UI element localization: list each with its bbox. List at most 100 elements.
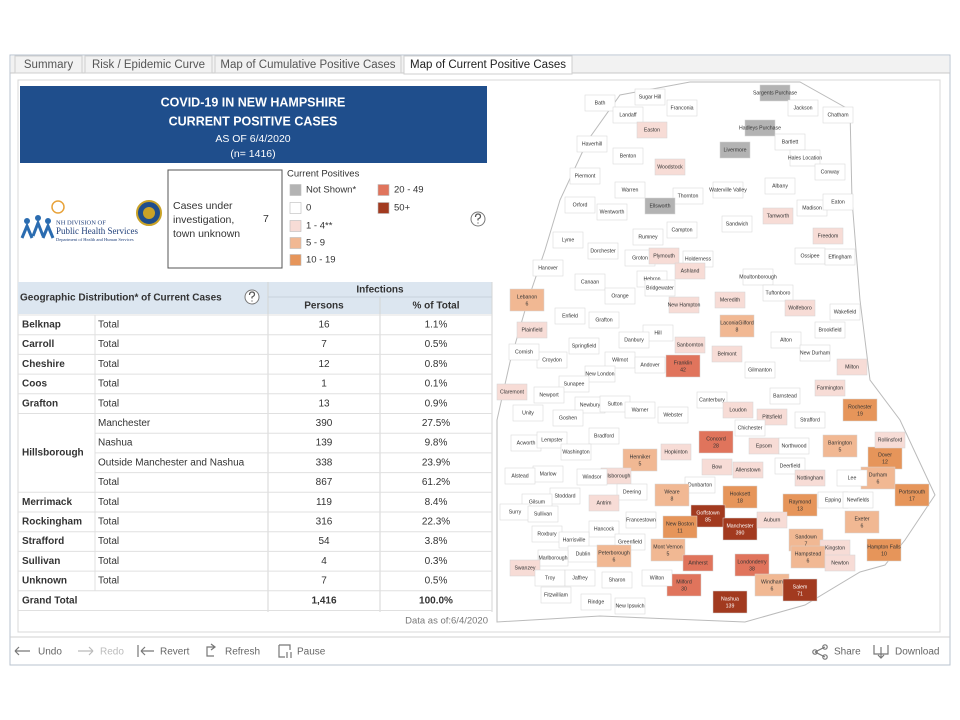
town-name: Alstead	[511, 473, 528, 479]
town-area	[576, 135, 608, 153]
pause-icon[interactable]	[278, 644, 292, 658]
share-icon-node[interactable]	[812, 649, 818, 655]
toolbar-button[interactable]: Refresh	[225, 647, 260, 658]
town-area	[666, 99, 698, 117]
town-area	[533, 386, 565, 404]
town-name: Harrisville	[563, 537, 586, 543]
table-cell: 4	[321, 556, 327, 567]
town-name: Sanbornton	[677, 342, 704, 348]
table-row-label: Grafton	[22, 398, 58, 409]
toolbar-button[interactable]: Revert	[160, 647, 190, 658]
town-area	[784, 299, 816, 317]
town-name: Manchester	[726, 523, 753, 529]
table-cell: 0.5%	[425, 576, 448, 587]
town-name: Warner	[632, 407, 649, 413]
tab[interactable]	[403, 55, 573, 75]
town-area	[632, 228, 664, 246]
tab[interactable]	[214, 55, 402, 74]
table-cell: Manchester	[98, 418, 151, 429]
tab-label[interactable]: Map of Cumulative Positive Cases	[220, 59, 395, 71]
town-name: Sandwich	[726, 221, 749, 227]
town-name: Epsom	[756, 443, 772, 449]
town-value: 8	[736, 327, 739, 333]
table-cell: 100.0%	[419, 595, 453, 606]
town-name: Milford	[676, 579, 692, 585]
town-area	[782, 493, 818, 517]
table-cell: Outside Manchester and Nashua	[98, 457, 245, 468]
town-value: 6	[877, 479, 880, 485]
download-icon[interactable]	[873, 645, 889, 659]
town-name: Sunapee	[564, 381, 585, 387]
share-icon-node[interactable]	[822, 654, 828, 660]
town-name: Lee	[848, 475, 857, 481]
town-area	[734, 553, 770, 577]
town-area	[622, 448, 658, 472]
town-area	[842, 491, 874, 509]
town-area	[509, 559, 541, 577]
toolbar-button[interactable]: Share	[834, 647, 861, 658]
tab[interactable]	[84, 55, 213, 74]
logo-seal-inner	[143, 207, 155, 219]
town-name: Rumney	[638, 234, 658, 240]
town-area	[844, 510, 880, 534]
table-cell: 316	[316, 516, 333, 527]
legend-label: 1 - 4**	[306, 221, 333, 232]
help-icon-glyph[interactable]	[474, 213, 482, 224]
share-icon-node[interactable]	[822, 644, 828, 650]
town-area	[824, 554, 856, 572]
refresh-icon[interactable]	[206, 643, 216, 657]
table-cell: 22.3%	[422, 516, 450, 527]
logo	[20, 200, 162, 239]
logo-sun	[51, 200, 65, 214]
table-cell: Total	[98, 398, 119, 409]
town-name: Sutton	[608, 401, 623, 407]
table-row-label: Rockingham	[22, 516, 82, 527]
town-area	[540, 586, 572, 604]
town-area	[744, 361, 776, 379]
town-name: Hill	[654, 330, 661, 336]
tab[interactable]	[14, 55, 83, 74]
town-area	[650, 538, 686, 562]
help-icon[interactable]	[470, 211, 486, 227]
toolbar-button[interactable]: Download	[895, 647, 939, 658]
table-cell: 8.4%	[425, 497, 448, 508]
town-name: Epping	[825, 497, 841, 503]
help-icon[interactable]	[244, 289, 260, 305]
town-name: Barrington	[828, 440, 852, 446]
town-name: Franklin	[674, 360, 693, 366]
town-area	[612, 106, 644, 124]
town-name: Jackson	[793, 105, 812, 111]
town-name: Conway	[821, 169, 840, 175]
toolbar-button[interactable]: Undo	[38, 647, 62, 658]
town-name: Hopkinton	[664, 449, 687, 455]
town-area	[625, 511, 657, 529]
table-cell: 0.8%	[425, 359, 448, 370]
town-name: Swanzey	[514, 565, 535, 571]
town-area	[721, 215, 753, 233]
town-area	[527, 505, 559, 523]
town-name: Loudon	[729, 407, 746, 413]
revert-icon[interactable]	[137, 645, 154, 657]
town-area	[866, 538, 902, 562]
tab-label[interactable]: Risk / Epidemic Curve	[92, 59, 205, 71]
town-area	[574, 273, 606, 291]
legend-swatch	[289, 184, 302, 196]
table-row-label: Coos	[22, 379, 47, 390]
tab-label[interactable]: Map of Current Positive Cases	[410, 59, 566, 71]
toolbar-button[interactable]: Pause	[297, 647, 326, 658]
undo-icon[interactable]	[14, 646, 30, 656]
town-name: Dorchester	[590, 248, 616, 254]
town-name: Ossipee	[800, 253, 819, 259]
table-row-label: Unknown	[22, 576, 67, 587]
legend-swatch	[377, 202, 390, 214]
town-name: Hadleys Purchase	[739, 125, 781, 131]
town-name: Danbury	[624, 337, 644, 343]
town-name: Claremont	[500, 389, 524, 395]
tab-label[interactable]: Summary	[24, 59, 73, 71]
help-icon-glyph[interactable]	[248, 291, 256, 302]
town-area	[644, 279, 676, 297]
town-name: Hancock	[594, 526, 615, 532]
town-name: Northwood	[781, 443, 806, 449]
town-value: 6	[861, 523, 864, 529]
